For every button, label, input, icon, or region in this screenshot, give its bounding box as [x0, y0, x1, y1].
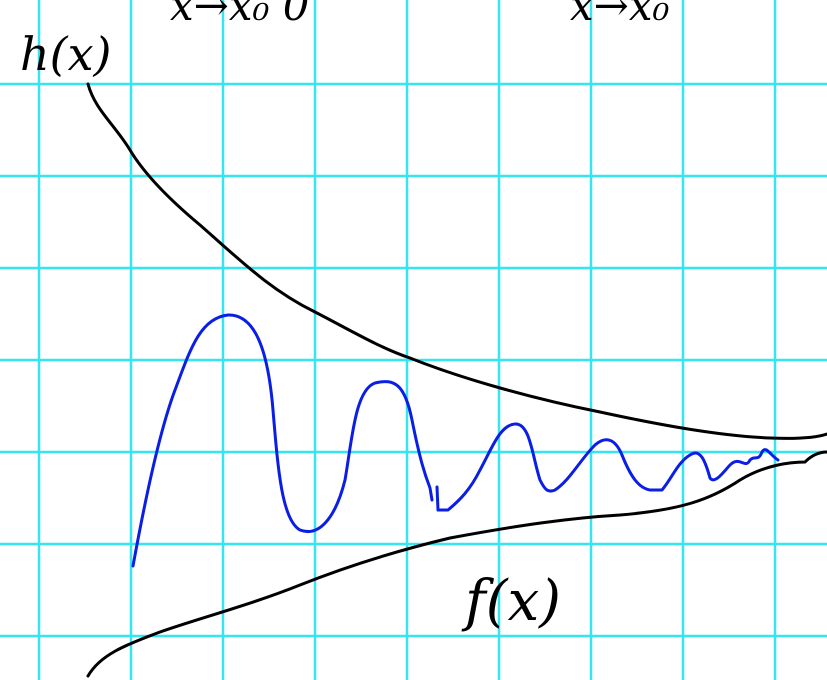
upper-curve-label: h(x)	[20, 27, 111, 81]
page: {"labels": {"upper_curve": "h(x)", "lowe…	[0, 0, 827, 680]
lower-curve-label: f(x)	[461, 569, 561, 634]
limit-label: x→x₀	[570, 0, 670, 30]
background	[0, 0, 827, 680]
whiteboard: h(x) f(x) x→x₀ 0 x→x₀	[0, 0, 827, 680]
limit-label: x→x₀ 0	[170, 0, 309, 30]
